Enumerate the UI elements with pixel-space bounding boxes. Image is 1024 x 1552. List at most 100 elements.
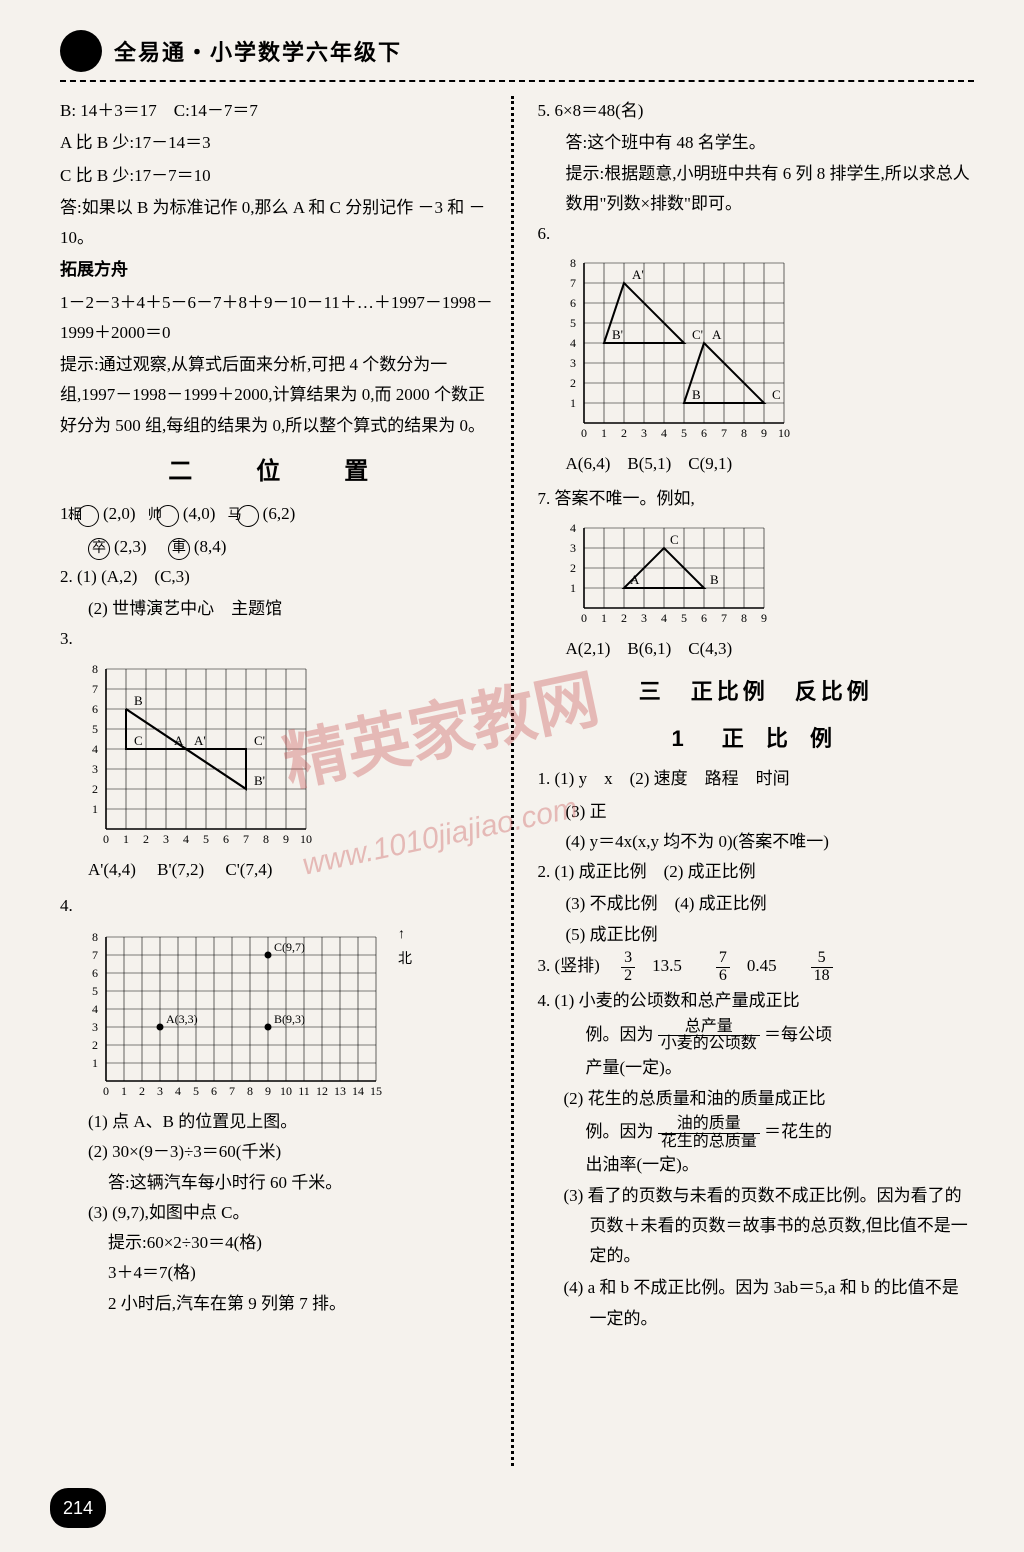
text-line: 提示:60×2÷30＝4(格) <box>60 1228 497 1258</box>
answer-item: 3. (竖排) 32 13.5 76 0.45 518 <box>538 950 975 985</box>
logo-icon <box>60 30 102 72</box>
coord: (2,0) <box>103 504 136 523</box>
svg-text:A: A <box>712 327 722 342</box>
svg-text:8: 8 <box>741 426 747 440</box>
svg-text:6: 6 <box>92 966 98 980</box>
svg-text:13: 13 <box>334 1084 346 1098</box>
chess-piece: 帅 <box>157 505 179 527</box>
svg-text:2: 2 <box>621 426 627 440</box>
text-line: 答:这个班中有 48 名学生。 <box>538 128 975 158</box>
svg-text:11: 11 <box>298 1084 310 1098</box>
answer-item: 1. 相(2,0) 帅(4,0) 马(6,2) <box>60 499 497 529</box>
svg-text:10: 10 <box>300 832 312 846</box>
svg-text:A': A' <box>194 733 206 748</box>
svg-text:0: 0 <box>581 611 587 625</box>
svg-text:7: 7 <box>92 682 98 696</box>
svg-text:B: B <box>134 693 143 708</box>
svg-text:3: 3 <box>641 426 647 440</box>
svg-text:3: 3 <box>163 832 169 846</box>
section-title: 二 位 置 <box>60 451 497 494</box>
text-line: 例。因为 总产量小麦的公顷数 ＝每公顷 <box>538 1019 975 1054</box>
svg-text:14: 14 <box>352 1084 364 1098</box>
text-line: 答:这辆汽车每小时行 60 千米。 <box>60 1168 497 1198</box>
svg-text:6: 6 <box>211 1084 217 1098</box>
svg-text:15: 15 <box>370 1084 382 1098</box>
svg-text:3: 3 <box>570 356 576 370</box>
chess-piece: 卒 <box>88 538 110 560</box>
text-line: (2) 30×(9－3)÷3＝60(千米) <box>60 1137 497 1167</box>
svg-text:5: 5 <box>570 316 576 330</box>
coord-labels: A'(4,4) B'(7,2) C'(7,4) <box>60 855 497 885</box>
svg-text:8: 8 <box>92 662 98 676</box>
svg-text:B': B' <box>254 773 265 788</box>
svg-text:3: 3 <box>570 541 576 555</box>
text-line: (2) 世博演艺中心 主题馆 <box>60 594 497 624</box>
left-column: B: 14＋3＝17 C:14－7＝7 A 比 B 少:17－14＝3 C 比 … <box>60 96 514 1466</box>
fraction: 总产量小麦的公顷数 <box>658 1019 760 1054</box>
text-line: 7. 答案不唯一。例如, <box>538 484 975 514</box>
text-line: (3) 不成比例 (4) 成正比例 <box>538 889 975 919</box>
svg-text:10: 10 <box>778 426 790 440</box>
svg-text:7: 7 <box>243 832 249 846</box>
svg-text:B: B <box>710 572 719 587</box>
svg-text:B(9,3): B(9,3) <box>274 1012 305 1026</box>
svg-text:4: 4 <box>570 336 576 350</box>
coord: C'(7,4) <box>225 860 272 879</box>
svg-text:A: A <box>630 572 640 587</box>
svg-text:1: 1 <box>570 396 576 410</box>
subhead: 拓展方舟 <box>60 255 497 285</box>
text-line: 提示:通过观察,从算式后面来分析,可把 4 个数分为一组,1997－1998－1… <box>60 350 497 441</box>
svg-text:C': C' <box>692 327 703 342</box>
svg-text:0: 0 <box>581 426 587 440</box>
header-divider <box>60 80 974 82</box>
text-line: 产量(一定)。 <box>538 1053 975 1083</box>
svg-text:7: 7 <box>721 426 727 440</box>
north-label: 北 <box>398 952 412 967</box>
svg-text:5: 5 <box>681 611 687 625</box>
svg-text:0: 0 <box>103 832 109 846</box>
coord: (2,3) <box>114 537 147 556</box>
text-line: (3) 正 <box>538 797 975 827</box>
coord: (4,0) <box>183 504 216 523</box>
text-line: 1. (1) y x (2) 速度 路程 时间 <box>538 764 975 794</box>
answer-item: 4. <box>60 891 497 921</box>
text-line: (2) 花生的总质量和油的质量成正比 <box>538 1084 975 1114</box>
coord-labels: A(6,4) B(5,1) C(9,1) <box>538 449 975 479</box>
text-line: 2. (1) 成正比例 (2) 成正比例 <box>538 857 975 887</box>
coord-labels: A(2,1) B(6,1) C(4,3) <box>538 634 975 664</box>
svg-text:A(3,3): A(3,3) <box>166 1012 198 1026</box>
svg-text:C: C <box>670 532 679 547</box>
svg-text:3: 3 <box>92 762 98 776</box>
svg-text:2: 2 <box>570 376 576 390</box>
answer-item: 3. <box>60 624 497 654</box>
svg-text:4: 4 <box>92 1002 98 1016</box>
svg-text:1: 1 <box>123 832 129 846</box>
svg-text:2: 2 <box>92 782 98 796</box>
svg-text:2: 2 <box>92 1038 98 1052</box>
text-line: 3＋4＝7(格) <box>60 1258 497 1288</box>
text-line: 提示:根据题意,小明班中共有 6 列 8 排学生,所以求总人数用"列数×排数"即… <box>538 159 975 220</box>
svg-text:5: 5 <box>92 984 98 998</box>
text-line: A 比 B 少:17－14＝3 <box>60 128 497 158</box>
fraction-den: 花生的总质量 <box>658 1134 760 1151</box>
svg-text:6: 6 <box>701 611 707 625</box>
svg-text:B: B <box>692 387 701 402</box>
svg-text:5: 5 <box>681 426 687 440</box>
svg-text:C: C <box>772 387 781 402</box>
text-line: (4) y＝4x(x,y 均不为 0)(答案不唯一) <box>538 827 975 857</box>
svg-text:5: 5 <box>203 832 209 846</box>
svg-text:9: 9 <box>265 1084 271 1098</box>
svg-text:5: 5 <box>193 1084 199 1098</box>
svg-text:7: 7 <box>570 276 576 290</box>
text: 例。因为 <box>586 1025 654 1044</box>
svg-text:4: 4 <box>570 521 576 535</box>
svg-text:9: 9 <box>283 832 289 846</box>
svg-text:3: 3 <box>641 611 647 625</box>
svg-text:1: 1 <box>92 1056 98 1070</box>
section-title: 三 正比例 反比例 <box>538 672 975 711</box>
coord: (8,4) <box>194 537 227 556</box>
coordinate-grid: 01234567891234ABC <box>558 520 778 630</box>
svg-text:3: 3 <box>92 1020 98 1034</box>
svg-text:4: 4 <box>92 742 98 756</box>
fraction: 油的质量花生的总质量 <box>658 1116 760 1151</box>
